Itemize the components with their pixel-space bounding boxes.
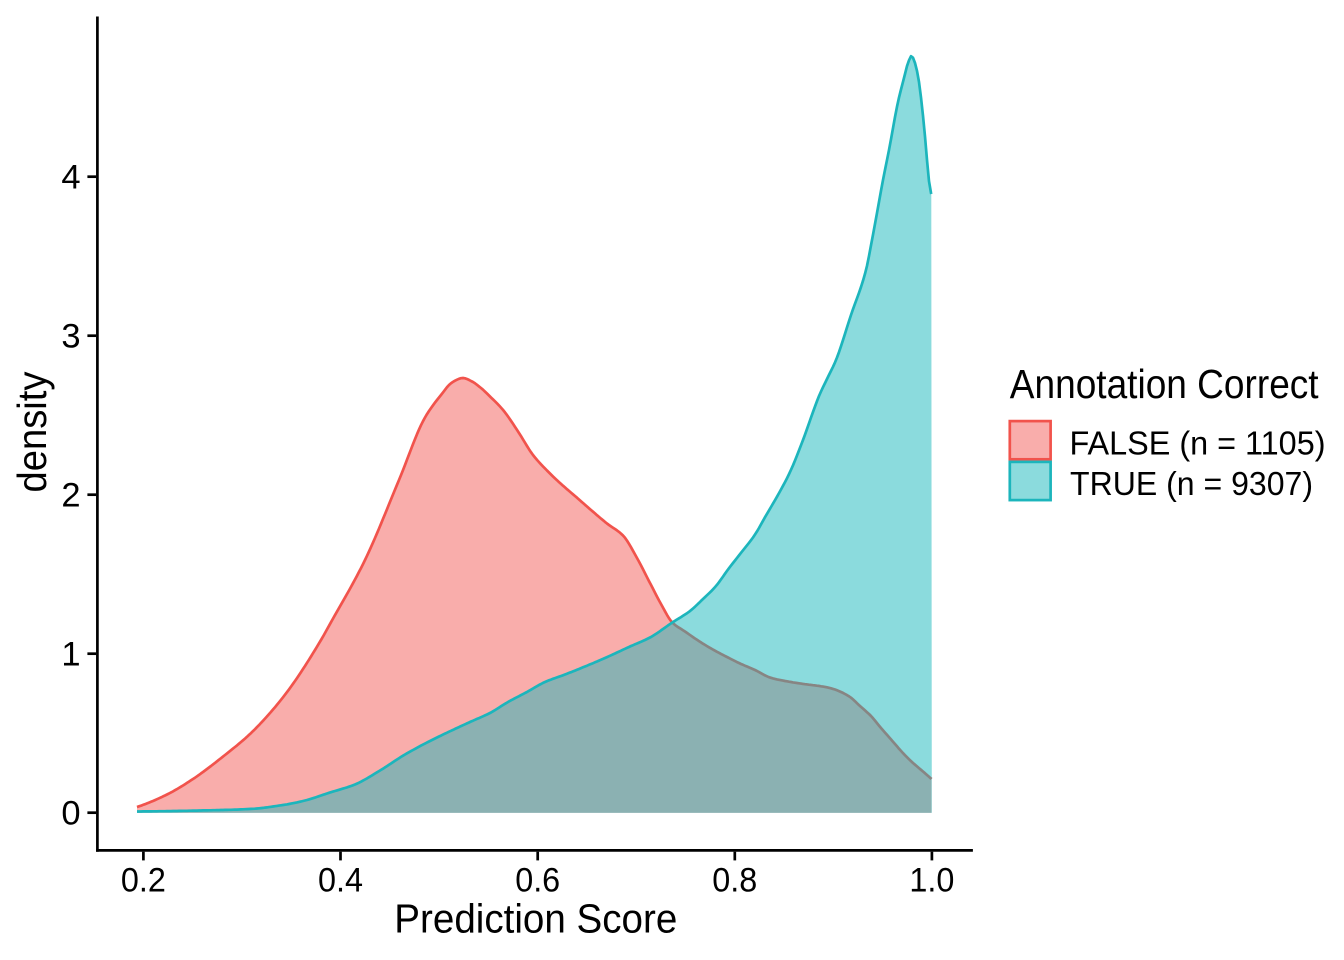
svg-text:0.8: 0.8 — [712, 862, 757, 900]
svg-text:1.0: 1.0 — [909, 862, 954, 900]
svg-text:4: 4 — [61, 159, 80, 197]
svg-text:Prediction Score: Prediction Score — [394, 896, 677, 942]
svg-text:FALSE (n = 1105): FALSE (n = 1105) — [1070, 424, 1326, 461]
svg-text:0: 0 — [61, 795, 80, 833]
svg-text:TRUE (n = 9307): TRUE (n = 9307) — [1070, 465, 1313, 502]
svg-text:0.6: 0.6 — [515, 862, 560, 900]
svg-text:2: 2 — [61, 477, 80, 515]
svg-text:density: density — [9, 371, 55, 493]
svg-text:1: 1 — [61, 636, 80, 674]
svg-text:Annotation Correct: Annotation Correct — [1010, 361, 1319, 407]
svg-text:0.2: 0.2 — [121, 862, 166, 900]
svg-text:3: 3 — [61, 318, 80, 356]
svg-text:0.4: 0.4 — [318, 862, 363, 900]
